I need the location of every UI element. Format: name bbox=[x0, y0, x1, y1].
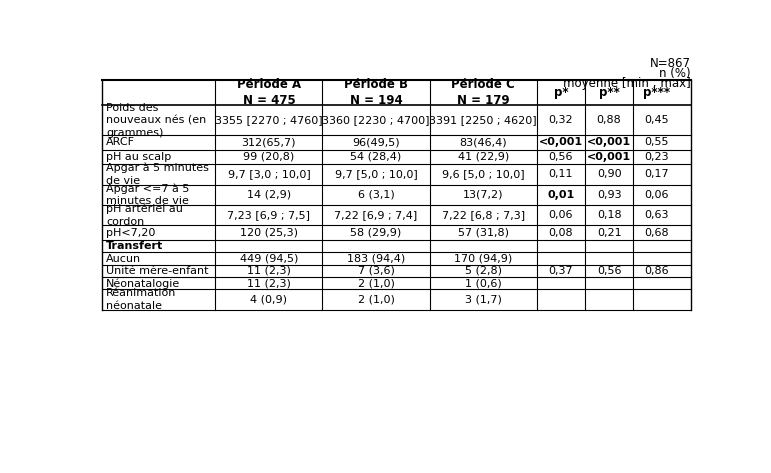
Text: Transfert: Transfert bbox=[106, 241, 163, 251]
Text: 0,18: 0,18 bbox=[597, 210, 621, 220]
Text: Période B
N = 194: Période B N = 194 bbox=[344, 79, 408, 107]
Text: <0,001: <0,001 bbox=[587, 137, 631, 148]
Text: Poids des
nouveaux nés (en
grammes): Poids des nouveaux nés (en grammes) bbox=[106, 103, 206, 138]
Text: 120 (25,3): 120 (25,3) bbox=[240, 228, 298, 237]
Text: p***: p*** bbox=[642, 86, 670, 99]
Text: 449 (94,5): 449 (94,5) bbox=[240, 254, 298, 263]
Text: Période A
N = 475: Période A N = 475 bbox=[237, 79, 301, 107]
Text: 6 (3,1): 6 (3,1) bbox=[358, 190, 395, 200]
Text: N=867: N=867 bbox=[650, 58, 691, 70]
Text: 7,22 [6,9 ; 7,4]: 7,22 [6,9 ; 7,4] bbox=[335, 210, 418, 220]
Text: Période C
N = 179: Période C N = 179 bbox=[451, 79, 515, 107]
Text: Réanimation
néonatale: Réanimation néonatale bbox=[106, 289, 177, 311]
Text: 99 (20,8): 99 (20,8) bbox=[244, 152, 295, 162]
Text: Aucun: Aucun bbox=[106, 254, 141, 263]
Text: n (%): n (%) bbox=[659, 67, 691, 80]
Text: <0,001: <0,001 bbox=[539, 137, 583, 148]
Text: 0,90: 0,90 bbox=[597, 169, 621, 179]
Text: 3 (1,7): 3 (1,7) bbox=[465, 295, 502, 305]
Text: 41 (22,9): 41 (22,9) bbox=[457, 152, 509, 162]
Text: 0,06: 0,06 bbox=[549, 210, 573, 220]
Text: 0,45: 0,45 bbox=[644, 115, 668, 125]
Text: 0,32: 0,32 bbox=[548, 115, 573, 125]
Text: 4 (0,9): 4 (0,9) bbox=[251, 295, 288, 305]
Text: 0,21: 0,21 bbox=[597, 228, 621, 237]
Text: p**: p** bbox=[598, 86, 620, 99]
Text: 7,22 [6,8 ; 7,3]: 7,22 [6,8 ; 7,3] bbox=[442, 210, 525, 220]
Text: pH<7,20: pH<7,20 bbox=[106, 228, 155, 237]
Text: 9,7 [5,0 ; 10,0]: 9,7 [5,0 ; 10,0] bbox=[335, 169, 417, 179]
Text: 0,01: 0,01 bbox=[547, 190, 574, 200]
Text: 0,23: 0,23 bbox=[644, 152, 668, 162]
Text: 0,93: 0,93 bbox=[597, 190, 621, 200]
Text: 83(46,4): 83(46,4) bbox=[460, 137, 507, 148]
Text: p*: p* bbox=[554, 86, 568, 99]
Text: <0,001: <0,001 bbox=[587, 152, 631, 162]
Text: 0,88: 0,88 bbox=[597, 115, 621, 125]
Text: 5 (2,8): 5 (2,8) bbox=[465, 266, 502, 276]
Text: 0,08: 0,08 bbox=[548, 228, 573, 237]
Text: 0,17: 0,17 bbox=[644, 169, 668, 179]
Text: Apgar <=7 à 5
minutes de vie: Apgar <=7 à 5 minutes de vie bbox=[106, 184, 190, 206]
Text: Néonatalogie: Néonatalogie bbox=[106, 278, 180, 289]
Text: 0,06: 0,06 bbox=[644, 190, 668, 200]
Text: 14 (2,9): 14 (2,9) bbox=[247, 190, 291, 200]
Text: 0,11: 0,11 bbox=[549, 169, 573, 179]
Text: 0,68: 0,68 bbox=[644, 228, 668, 237]
Text: 58 (29,9): 58 (29,9) bbox=[350, 228, 402, 237]
Text: 11 (2,3): 11 (2,3) bbox=[247, 266, 291, 276]
Text: pH au scalp: pH au scalp bbox=[106, 152, 171, 162]
Text: pH artériel au
cordon: pH artériel au cordon bbox=[106, 204, 183, 227]
Text: ARCF: ARCF bbox=[106, 137, 135, 148]
Text: 2 (1,0): 2 (1,0) bbox=[358, 278, 395, 289]
Text: 1 (0,6): 1 (0,6) bbox=[465, 278, 501, 289]
Text: 183 (94,4): 183 (94,4) bbox=[347, 254, 405, 263]
Text: 13(7,2): 13(7,2) bbox=[463, 190, 503, 200]
Text: Unité mère-enfant: Unité mère-enfant bbox=[106, 266, 208, 276]
Text: 0,63: 0,63 bbox=[644, 210, 668, 220]
Text: 0,55: 0,55 bbox=[644, 137, 668, 148]
Text: Apgar à 5 minutes
de vie: Apgar à 5 minutes de vie bbox=[106, 163, 209, 186]
Text: 11 (2,3): 11 (2,3) bbox=[247, 278, 291, 289]
Text: 7 (3,6): 7 (3,6) bbox=[358, 266, 395, 276]
Text: 0,56: 0,56 bbox=[597, 266, 621, 276]
Text: 170 (94,9): 170 (94,9) bbox=[454, 254, 512, 263]
Text: 3360 [2230 ; 4700]: 3360 [2230 ; 4700] bbox=[322, 115, 429, 125]
Text: moyenne [min ; max]: moyenne [min ; max] bbox=[563, 77, 691, 90]
Text: 96(49,5): 96(49,5) bbox=[352, 137, 400, 148]
Text: 54 (28,4): 54 (28,4) bbox=[350, 152, 402, 162]
Text: 2 (1,0): 2 (1,0) bbox=[358, 295, 395, 305]
Text: 9,7 [3,0 ; 10,0]: 9,7 [3,0 ; 10,0] bbox=[227, 169, 310, 179]
Text: 0,37: 0,37 bbox=[548, 266, 573, 276]
Text: 312(65,7): 312(65,7) bbox=[241, 137, 296, 148]
Text: 7,23 [6,9 ; 7,5]: 7,23 [6,9 ; 7,5] bbox=[227, 210, 311, 220]
Text: 0,86: 0,86 bbox=[644, 266, 668, 276]
Text: 57 (31,8): 57 (31,8) bbox=[458, 228, 509, 237]
Text: 9,6 [5,0 ; 10,0]: 9,6 [5,0 ; 10,0] bbox=[442, 169, 524, 179]
Text: 3355 [2270 ; 4760]: 3355 [2270 ; 4760] bbox=[215, 115, 323, 125]
Text: 3391 [2250 ; 4620]: 3391 [2250 ; 4620] bbox=[429, 115, 537, 125]
Text: 0,56: 0,56 bbox=[549, 152, 573, 162]
